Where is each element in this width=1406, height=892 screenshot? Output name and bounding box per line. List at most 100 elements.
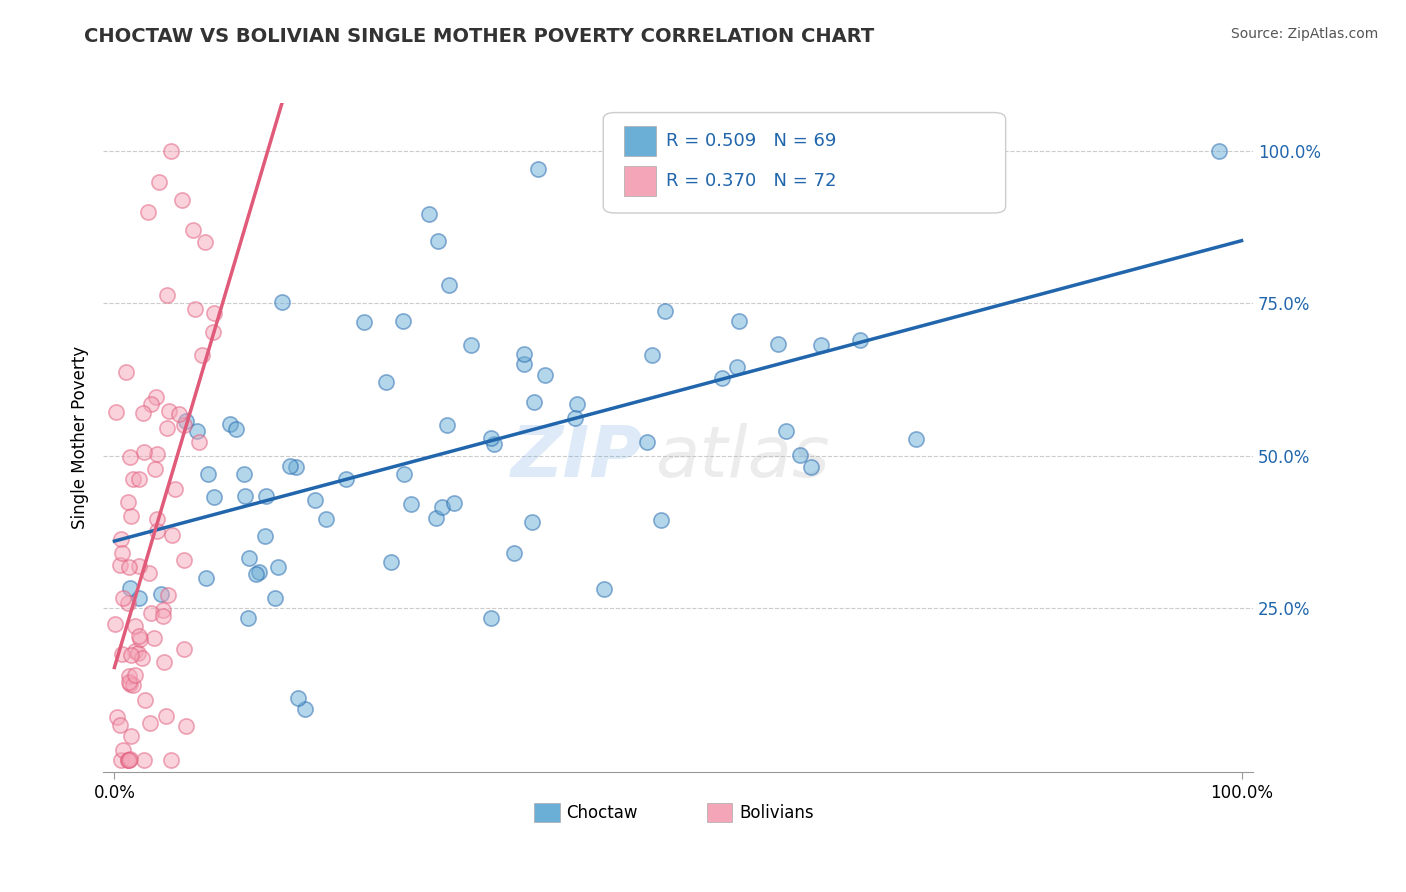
Point bbox=[789, 448, 811, 462]
Point bbox=[104, 617, 127, 632]
Point bbox=[394, 467, 416, 481]
Point bbox=[128, 591, 150, 605]
Point bbox=[128, 629, 150, 643]
Point bbox=[117, 669, 139, 683]
Point bbox=[120, 648, 142, 662]
Point bbox=[139, 606, 162, 620]
Point bbox=[170, 193, 193, 207]
Point bbox=[191, 348, 214, 362]
Point bbox=[202, 325, 225, 339]
Point bbox=[564, 411, 586, 425]
Point bbox=[225, 422, 247, 436]
Point bbox=[443, 496, 465, 510]
Point bbox=[156, 288, 179, 302]
FancyBboxPatch shape bbox=[603, 112, 1005, 213]
Point bbox=[728, 314, 751, 328]
Point bbox=[641, 348, 664, 362]
Point bbox=[593, 582, 616, 596]
Point bbox=[236, 611, 259, 625]
Point bbox=[134, 693, 156, 707]
Point bbox=[157, 404, 180, 418]
Point bbox=[117, 596, 139, 610]
Point bbox=[335, 472, 357, 486]
Point bbox=[775, 424, 797, 438]
Text: Source: ZipAtlas.com: Source: ZipAtlas.com bbox=[1230, 27, 1378, 41]
Point bbox=[160, 528, 183, 542]
Point bbox=[439, 277, 461, 292]
Point bbox=[353, 314, 375, 328]
Point bbox=[143, 631, 166, 645]
Point bbox=[118, 753, 141, 767]
Point bbox=[527, 162, 550, 177]
Point bbox=[849, 333, 872, 347]
Point bbox=[153, 655, 176, 669]
Point bbox=[513, 357, 536, 371]
Point bbox=[118, 675, 141, 690]
Point bbox=[120, 729, 142, 743]
Point bbox=[195, 571, 218, 585]
Point bbox=[173, 642, 195, 657]
Point bbox=[118, 751, 141, 765]
Point bbox=[218, 417, 240, 432]
Point bbox=[294, 701, 316, 715]
Point bbox=[534, 368, 557, 382]
Point bbox=[432, 500, 454, 515]
Point bbox=[523, 395, 546, 409]
Point bbox=[725, 359, 748, 374]
Point bbox=[565, 397, 588, 411]
Point bbox=[254, 489, 277, 503]
Point bbox=[184, 301, 207, 316]
Point bbox=[503, 546, 526, 560]
Point bbox=[111, 743, 134, 757]
Point bbox=[418, 207, 440, 221]
Point bbox=[520, 515, 543, 529]
Point bbox=[121, 472, 143, 486]
Point bbox=[132, 406, 155, 420]
Text: atlas: atlas bbox=[655, 423, 830, 491]
Point bbox=[799, 459, 821, 474]
Point bbox=[145, 390, 167, 404]
Point bbox=[427, 234, 450, 248]
Text: R = 0.509   N = 69: R = 0.509 N = 69 bbox=[666, 132, 837, 150]
Point bbox=[245, 567, 267, 582]
Point bbox=[197, 467, 219, 481]
Point bbox=[117, 753, 139, 767]
Point bbox=[247, 565, 270, 579]
Point bbox=[110, 533, 132, 547]
Point bbox=[233, 467, 256, 481]
Point bbox=[156, 589, 179, 603]
Point bbox=[118, 559, 141, 574]
Point bbox=[117, 753, 139, 767]
Point bbox=[159, 145, 181, 159]
Point bbox=[401, 497, 423, 511]
Point bbox=[202, 306, 225, 320]
Point bbox=[436, 418, 458, 433]
Point bbox=[1208, 145, 1230, 159]
Point bbox=[315, 512, 337, 526]
Point bbox=[105, 405, 128, 419]
FancyBboxPatch shape bbox=[707, 804, 733, 822]
Point bbox=[136, 205, 159, 219]
Text: CHOCTAW VS BOLIVIAN SINGLE MOTHER POVERTY CORRELATION CHART: CHOCTAW VS BOLIVIAN SINGLE MOTHER POVERT… bbox=[84, 27, 875, 45]
Point bbox=[121, 678, 143, 692]
Point bbox=[143, 462, 166, 476]
Point bbox=[114, 365, 136, 379]
Text: ZIP: ZIP bbox=[512, 423, 644, 491]
Point bbox=[187, 435, 209, 450]
Point bbox=[111, 546, 134, 560]
Point bbox=[636, 435, 658, 450]
Point bbox=[117, 494, 139, 508]
Point bbox=[287, 691, 309, 706]
Point bbox=[112, 591, 135, 605]
Point bbox=[238, 551, 260, 566]
Point bbox=[111, 647, 134, 661]
Point bbox=[163, 482, 186, 496]
Point bbox=[194, 235, 217, 250]
Point bbox=[124, 643, 146, 657]
Point bbox=[120, 677, 142, 691]
Point bbox=[118, 450, 141, 465]
Point bbox=[146, 524, 169, 539]
Text: Bolivians: Bolivians bbox=[740, 804, 814, 822]
Point bbox=[129, 632, 152, 646]
Point bbox=[139, 716, 162, 731]
